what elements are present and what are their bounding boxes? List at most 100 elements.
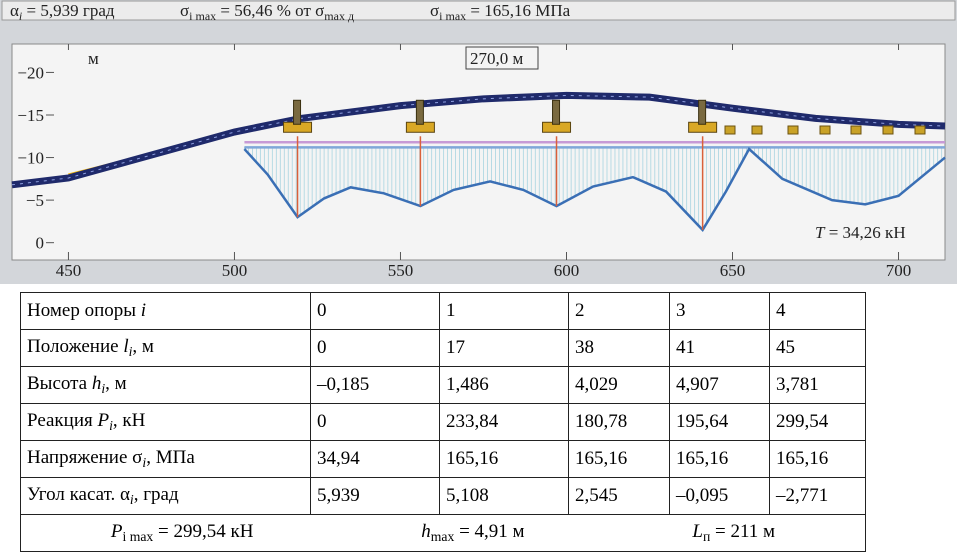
table-cell: 165,16 (440, 441, 569, 478)
table-cell: 4 (770, 293, 866, 330)
footer-item: Pi max = 299,54 кН (111, 521, 254, 545)
text-segment: 270,0 м (470, 49, 524, 68)
x-tick-label: 600 (554, 261, 580, 280)
table-cell: 299,54 (770, 404, 866, 441)
table-cell: 0 (311, 404, 440, 441)
status-item: αi​ = 5,939 град (10, 1, 115, 23)
x-tick-label: 450 (56, 261, 82, 280)
text-segment: max д (324, 9, 354, 23)
text-segment: i max (189, 9, 216, 23)
text-segment: = 299,54 кН (153, 521, 253, 542)
text-segment: м (88, 49, 99, 68)
text-segment: h (421, 521, 431, 542)
text-segment: , кН (113, 410, 145, 431)
text-segment: , м (105, 373, 127, 394)
table-cell: 5,939 (311, 478, 440, 515)
table-cell: 4,907 (670, 367, 770, 404)
footer-row: Pi max = 299,54 кН hmax = 4,91 м Lп = 211 … (21, 515, 866, 552)
text-segment: = 5,939 град (22, 1, 115, 20)
rig-boom (294, 100, 301, 124)
table-cell: 3,781 (770, 367, 866, 404)
text-segment: Положение (27, 336, 123, 357)
text-segment: = 211 м (710, 521, 775, 542)
text-segment: Реакция (27, 410, 97, 431)
table-cell: 34,94 (311, 441, 440, 478)
row-label: Высота hi, м (21, 367, 311, 404)
y-tick-label: −20 (17, 63, 44, 82)
text-segment: α (10, 1, 19, 20)
table-cell: 0 (311, 330, 440, 367)
footer: Pi max = 299,54 кН hmax = 4,91 м Lп = 211 … (27, 521, 859, 545)
y-tick-label: −5 (26, 191, 44, 210)
page: αi​ = 5,939 градσi max​ = 56,46 % от σma… (0, 0, 957, 559)
table-cell: 5,108 (440, 478, 569, 515)
table-cell: 165,16 (569, 441, 670, 478)
text-segment: P (111, 521, 123, 542)
table-cell: –0,095 (670, 478, 770, 515)
annotation: T = 34,26 кН (815, 223, 906, 242)
footer-cell: Pi max = 299,54 кН hmax = 4,91 м Lп = 211 … (21, 515, 866, 552)
text-segment: Угол касат. α (27, 484, 130, 505)
text-segment: , м (132, 336, 154, 357)
y-tick-label: −10 (17, 149, 44, 168)
text-segment: max (431, 529, 455, 544)
row-label: Реакция Pi, кН (21, 404, 311, 441)
text-segment: i max (439, 9, 466, 23)
x-tick-label: 550 (388, 261, 414, 280)
table-cell: –2,771 (770, 478, 866, 515)
row-label: Номер опоры i (21, 293, 311, 330)
annotation: м (88, 49, 99, 68)
text-segment: , град (134, 484, 179, 505)
text-segment: , МПа (146, 447, 195, 468)
x-tick-label: 650 (720, 261, 746, 280)
text-segment: σ (180, 1, 189, 20)
text-segment: Напряжение σ (27, 447, 142, 468)
text-segment: σ (430, 1, 439, 20)
text-segment: Высота (27, 373, 92, 394)
table-cell: 38 (569, 330, 670, 367)
text-segment: h (92, 373, 102, 394)
table-cell: 2 (569, 293, 670, 330)
x-tick-label: 700 (886, 261, 912, 280)
footer-item: hmax = 4,91 м (421, 521, 524, 545)
text-segment: = 34,26 кН (824, 223, 905, 242)
rig-boom (553, 100, 560, 124)
annotation: 270,0 м (470, 49, 524, 68)
table-cell: 0 (311, 293, 440, 330)
table-cell: 1,486 (440, 367, 569, 404)
text-segment: i max (123, 529, 154, 544)
table-cell: 180,78 (569, 404, 670, 441)
x-tick-label: 500 (222, 261, 248, 280)
table-cell: 233,84 (440, 404, 569, 441)
text-segment: L (692, 521, 703, 542)
table-row: Высота hi, м–0,1851,4864,0294,9073,781 (21, 367, 866, 404)
table-cell: –0,185 (311, 367, 440, 404)
rig-boom (416, 100, 423, 124)
table-cell: 1 (440, 293, 569, 330)
table-cell: 45 (770, 330, 866, 367)
table-cell: 4,029 (569, 367, 670, 404)
table-cell: 41 (670, 330, 770, 367)
text-segment: = 4,91 м (454, 521, 524, 542)
row-label: Положение li, м (21, 330, 311, 367)
table-cell: 195,64 (670, 404, 770, 441)
y-tick-label: −15 (17, 106, 44, 125)
text-segment: = 56,46 % от σ (216, 1, 324, 20)
table-cell: 3 (670, 293, 770, 330)
y-tick-label: 0 (36, 234, 45, 253)
text-segment: P (97, 410, 109, 431)
table-cell: 165,16 (770, 441, 866, 478)
table-cell: 165,16 (670, 441, 770, 478)
footer-item: Lп = 211 м (692, 521, 775, 545)
text-segment: = 165,16 МПа (466, 1, 570, 20)
table-cell: 2,545 (569, 478, 670, 515)
row-label: Напряжение σi, МПа (21, 441, 311, 478)
row-label: Угол касат. αi, град (21, 478, 311, 515)
